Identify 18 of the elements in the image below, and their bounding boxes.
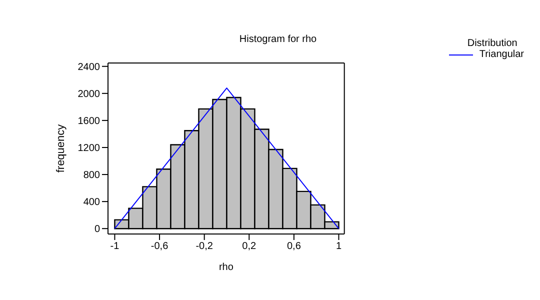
legend-label: Triangular (479, 49, 524, 60)
y-tick-label: 1600 (78, 116, 100, 127)
x-tick-label: 1 (336, 241, 342, 252)
x-tick-label: -0,2 (196, 241, 214, 252)
y-tick-label: 2000 (78, 88, 100, 100)
x-axis-title: rho (218, 262, 234, 273)
x-tick-label: -0,6 (150, 241, 169, 252)
x-tick-label: -1 (110, 241, 120, 252)
y-tick-label: 1200 (78, 143, 100, 154)
legend-title: Distribution (467, 38, 518, 49)
y-tick-label: 0 (94, 224, 100, 236)
y-axis-title: frequency (54, 124, 67, 173)
x-tick-label: 0,2 (242, 241, 257, 252)
chart-title: Histogram for rho (239, 34, 317, 45)
y-tick-label: 800 (83, 170, 100, 182)
y-tick-label: 2400 (78, 62, 100, 73)
x-tick-label: 0,6 (286, 241, 302, 252)
y-tick-label: 400 (83, 197, 100, 208)
